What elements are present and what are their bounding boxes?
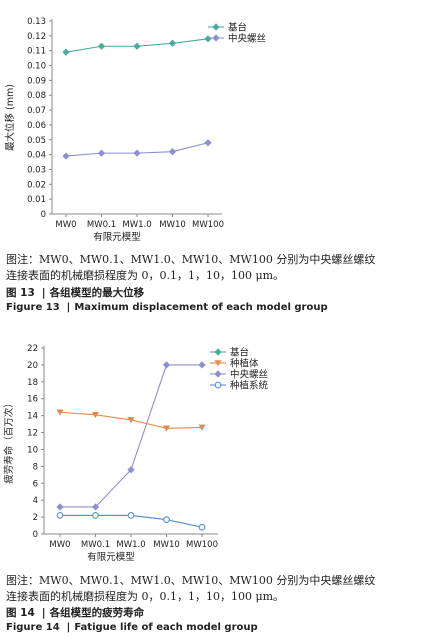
x-tick-label: MW0.1 xyxy=(87,220,116,230)
y-tick-label: 0.11 xyxy=(27,47,46,57)
legend-label: 中央螺丝 xyxy=(228,33,266,45)
x-tick-label: MW100 xyxy=(192,220,224,230)
data-point xyxy=(127,512,135,519)
data-point xyxy=(97,42,106,50)
y-tick-label: 0.06 xyxy=(27,121,46,131)
data-point xyxy=(198,424,206,431)
y-tick-label: 4 xyxy=(33,496,38,506)
y-tick-label: 0.09 xyxy=(27,76,46,86)
y-tick-label: 0.03 xyxy=(27,165,46,175)
caption-separator: | xyxy=(41,607,46,619)
data-point xyxy=(127,417,135,424)
y-tick-label: 0.02 xyxy=(27,180,46,190)
y-tick-label: 12 xyxy=(27,429,38,439)
figure14-caption-cn-number: 图 14 xyxy=(6,607,35,619)
data-point xyxy=(92,512,99,519)
x-tick-label: MW0.1 xyxy=(81,540,110,550)
y-tick-label: 0 xyxy=(41,210,46,220)
y-axis-label: 疲劳寿命（百万次） xyxy=(3,398,15,484)
x-tick-label: MW0 xyxy=(55,220,76,230)
legend-label: 中央螺丝 xyxy=(230,369,268,381)
x-tick-label: MW0 xyxy=(49,540,70,550)
data-point xyxy=(198,523,206,531)
y-tick-label: 0.12 xyxy=(27,32,46,42)
fatigue-life-chart: 0 2 4 6 8 10 12 14 16 18 20 22 MW0 MW0.1 MW1.0 MW10 MW10… xyxy=(3,344,269,563)
y-tick-label: 10 xyxy=(27,445,38,455)
legend-marker xyxy=(214,348,222,356)
x-tick-label: MW1.0 xyxy=(122,220,151,230)
legend-label: 种植系统 xyxy=(230,380,269,392)
legend-label: 基台 xyxy=(230,347,249,359)
caption-separator: | xyxy=(66,622,71,633)
figure14-caption-en: Figure 14 | Fatigue life of each model gro… xyxy=(6,622,258,633)
figure13-caption-en: Figure 13 | Maximum displacement of each m… xyxy=(6,302,328,313)
data-point xyxy=(62,152,70,160)
legend-label: 基台 xyxy=(228,22,247,34)
x-tick-label: MW1.0 xyxy=(116,540,145,550)
x-tick-label: MW10 xyxy=(153,540,180,550)
y-tick-label: 0.08 xyxy=(27,91,46,101)
data-point xyxy=(56,409,64,416)
data-point xyxy=(133,42,141,50)
data-point xyxy=(163,425,170,432)
legend-label: 种植体 xyxy=(230,358,259,370)
data-point xyxy=(168,148,177,156)
data-point xyxy=(62,48,70,56)
data-point xyxy=(168,39,177,47)
y-tick-label: 0.10 xyxy=(27,62,46,72)
figure13-caption-cn-text: 各组模型的最大位移 xyxy=(49,287,145,299)
y-tick-label: 22 xyxy=(27,344,38,354)
y-tick-label: 0.01 xyxy=(27,195,46,205)
legend-marker xyxy=(214,370,222,378)
y-tick-label: 18 xyxy=(27,378,38,388)
series-line xyxy=(60,364,202,508)
x-axis-label: 有限元模型 xyxy=(87,551,135,563)
figure13-note-line1: 图注：MW0、MW0.1、MW1.0、MW10、MW100 分别为中央螺丝螺纹 xyxy=(6,253,376,266)
data-point xyxy=(56,503,64,511)
data-point xyxy=(97,149,106,157)
y-tick-label: 8 xyxy=(33,462,38,472)
y-tick-label: 2 xyxy=(33,513,38,523)
figure14-caption-en-text: Fatigue life of each model group xyxy=(74,622,258,633)
legend-marker xyxy=(212,34,220,42)
figure13-caption-cn-number: 图 13 xyxy=(6,287,35,299)
y-tick-label: 14 xyxy=(27,412,38,422)
data-point xyxy=(204,35,212,43)
caption-separator: | xyxy=(66,302,71,313)
data-point xyxy=(92,411,99,419)
max-displacement-chart: 0 0.01 0.02 0.03 0.04 0.05 0.06 0.07 0.08 0.09 0.1… xyxy=(4,17,266,243)
data-point xyxy=(198,361,206,369)
legend-marker xyxy=(214,381,222,389)
figure14-caption-cn: 图 14 | 各组模型的疲劳寿命 xyxy=(6,605,144,620)
figure14-note-line1: 图注：MW0、MW0.1、MW1.0、MW10、MW100 分别为中央螺丝螺纹 xyxy=(6,574,376,587)
legend-marker xyxy=(214,360,222,367)
y-tick-label: 0.04 xyxy=(27,151,46,161)
y-tick-label: 0.07 xyxy=(27,106,46,116)
x-axis-label: 有限元模型 xyxy=(93,231,141,243)
x-tick-label: MW100 xyxy=(186,540,218,550)
data-point xyxy=(162,361,171,369)
caption-separator: | xyxy=(41,287,46,299)
y-tick-label: 0.05 xyxy=(27,136,46,146)
figure13-note-line2: 连接表面的机械磨损程度为 0，0.1，1，10，100 μm。 xyxy=(6,269,285,282)
y-axis-label: 最大位移 (mm) xyxy=(4,84,16,151)
data-point xyxy=(163,516,170,523)
data-point xyxy=(133,149,141,157)
figure13-caption-en-text: Maximum displacement of each model group xyxy=(74,302,328,313)
figure13-caption-cn: 图 13 | 各组模型的最大位移 xyxy=(6,285,144,300)
figure14-note-line2: 连接表面的机械磨损程度为 0，0.1，1，10，100 μm。 xyxy=(6,590,285,603)
figure14-caption-cn-text: 各组模型的疲劳寿命 xyxy=(49,607,145,619)
y-tick-label: 0.13 xyxy=(27,17,46,27)
y-tick-label: 6 xyxy=(33,479,38,489)
data-point xyxy=(56,512,64,519)
figure14-caption-en-number: Figure 14 xyxy=(6,622,60,633)
data-point xyxy=(204,139,212,147)
y-tick-label: 16 xyxy=(27,395,38,405)
legend-marker xyxy=(212,23,220,31)
figure13-caption-en-number: Figure 13 xyxy=(6,302,60,313)
y-tick-label: 0 xyxy=(33,530,38,540)
x-tick-label: MW10 xyxy=(159,220,186,230)
y-tick-label: 20 xyxy=(27,361,38,371)
